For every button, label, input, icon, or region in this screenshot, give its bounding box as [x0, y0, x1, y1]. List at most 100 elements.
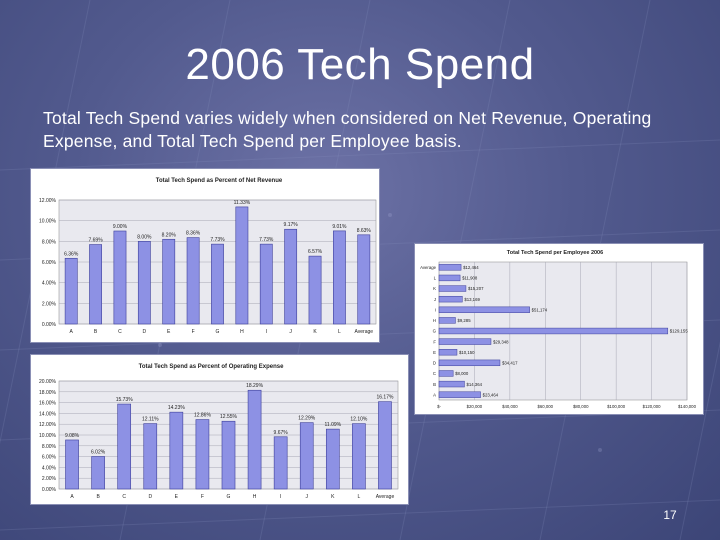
x-tick-label: G — [227, 494, 231, 500]
bar — [64, 257, 78, 325]
data-label: $15,207 — [468, 286, 484, 291]
bar — [438, 349, 458, 356]
y-tick-label: 8.00% — [42, 239, 57, 245]
data-label: 14.23% — [168, 405, 186, 411]
bar — [113, 230, 127, 325]
data-label: $13,169 — [464, 297, 480, 302]
data-label: 9.00% — [113, 224, 128, 230]
y-tick-label: C — [433, 371, 436, 376]
data-label: 8.00% — [137, 234, 152, 240]
bar — [352, 423, 366, 490]
data-label: 6.57% — [308, 249, 323, 255]
x-tick-label: K — [313, 329, 317, 335]
slide-subtitle: Total Tech Spend varies widely when cons… — [43, 108, 652, 151]
bar — [438, 295, 463, 303]
x-tick-label: A — [70, 494, 74, 500]
data-label: 9.08% — [65, 433, 80, 439]
data-label: 9.17% — [284, 222, 299, 228]
bar — [65, 439, 79, 490]
bar — [438, 264, 462, 271]
bar — [162, 238, 176, 325]
data-label: $14,364 — [466, 382, 482, 387]
x-tick-label: H — [253, 494, 257, 500]
data-label: $129,155 — [670, 329, 689, 334]
bar — [438, 370, 454, 377]
x-tick-label: B — [94, 329, 98, 335]
y-tick-label: I — [435, 307, 436, 312]
x-tick-label: C — [118, 329, 122, 335]
y-tick-label: 10.00% — [39, 219, 57, 225]
x-tick-label: $80,000 — [573, 404, 589, 409]
bar — [438, 285, 467, 292]
y-tick-label: 2.00% — [42, 301, 57, 307]
bar — [325, 428, 340, 490]
y-tick-label: J — [434, 297, 436, 302]
data-label: 11.33% — [234, 200, 251, 206]
data-label: 12.29% — [298, 416, 316, 422]
data-label: 8.20% — [162, 232, 177, 238]
data-label: $12,464 — [463, 265, 479, 270]
y-tick-label: 12.00% — [39, 422, 57, 428]
chart-title: Total Tech Spend as Percent of Net Reven… — [156, 178, 283, 184]
bar — [211, 243, 224, 325]
x-tick-label: C — [122, 494, 126, 500]
y-tick-label: 0.00% — [42, 322, 57, 328]
y-tick-label: 10.00% — [39, 433, 57, 439]
bar — [438, 338, 492, 345]
x-tick-label: $- — [437, 404, 441, 409]
bar — [195, 419, 210, 490]
bar — [259, 243, 273, 325]
chart-title: Total Tech Spend as Percent of Operating… — [139, 364, 284, 370]
y-tick-label: H — [433, 318, 436, 323]
y-tick-label: 20.00% — [39, 379, 57, 385]
y-tick-label: 6.00% — [42, 455, 57, 461]
x-tick-label: D — [143, 329, 147, 335]
data-label: 9.67% — [274, 430, 289, 436]
chart-net-revenue: Total Tech Spend as Percent of Net Reven… — [31, 169, 379, 342]
y-tick-label: L — [434, 276, 437, 281]
slide-title: 2006 Tech Spend — [185, 40, 535, 89]
x-tick-label: L — [338, 329, 341, 335]
x-tick-label: J — [289, 329, 292, 335]
data-label: 9.01% — [332, 224, 347, 230]
data-label: 15.73% — [116, 397, 134, 403]
x-tick-label: F — [192, 329, 195, 335]
bar — [438, 327, 669, 335]
data-label: 12.11% — [142, 417, 159, 423]
x-tick-label: $40,000 — [502, 404, 518, 409]
x-tick-label: Average — [376, 494, 395, 500]
bar — [221, 420, 236, 490]
x-tick-label: Average — [355, 329, 374, 335]
data-label: 12.10% — [350, 417, 368, 423]
data-label: 11.09% — [325, 422, 342, 428]
bar — [378, 401, 392, 490]
data-label: $11,908 — [462, 276, 478, 281]
page-number: 17 — [663, 508, 677, 522]
bar — [186, 237, 200, 325]
y-tick-label: 14.00% — [39, 411, 57, 417]
x-tick-label: E — [167, 329, 171, 335]
data-label: 6.02% — [91, 449, 106, 455]
bar — [273, 436, 288, 490]
y-tick-label: 8.00% — [42, 444, 57, 450]
x-tick-label: J — [305, 494, 308, 500]
x-tick-label: F — [201, 494, 204, 500]
x-tick-label: $100,000 — [607, 404, 626, 409]
data-label: 18.29% — [246, 383, 264, 389]
data-label: $34,417 — [502, 361, 518, 366]
bar — [308, 255, 322, 325]
x-tick-label: A — [70, 329, 74, 335]
data-label: $29,348 — [493, 339, 509, 344]
bar — [117, 403, 132, 490]
bar — [438, 317, 456, 324]
x-tick-label: L — [357, 494, 360, 500]
bar — [89, 244, 102, 325]
bar — [357, 234, 371, 325]
bar — [438, 306, 530, 313]
bar — [143, 423, 158, 490]
y-tick-label: G — [433, 329, 437, 334]
bar — [247, 389, 262, 490]
bar — [438, 391, 481, 398]
y-tick-label: 4.00% — [42, 281, 57, 287]
y-tick-label: D — [433, 361, 436, 366]
